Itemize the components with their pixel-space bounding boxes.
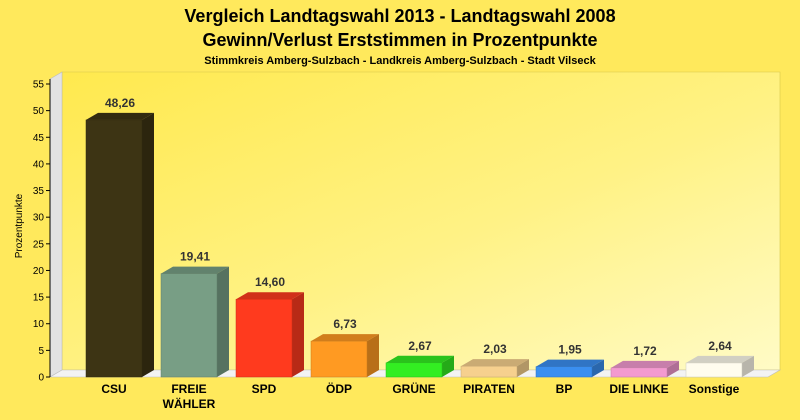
bar [685,355,754,378]
x-tick-label: CSU [101,382,126,396]
y-tick-label: 50 [33,106,45,117]
bar-front [160,273,218,378]
bar-front [235,298,293,378]
bar-side [217,266,229,377]
x-tick-label: DIE LINKE [609,382,668,396]
bar-side [142,112,154,377]
bar [310,334,379,378]
bar-front [610,367,668,378]
x-tick-label: SPD [252,382,277,396]
x-tick-label: PIRATEN [463,382,515,396]
bar-side [442,355,454,377]
x-tick-label: ÖDP [326,381,352,396]
data-label: 2,67 [408,339,432,353]
bar-top [611,360,679,368]
data-label: 6,73 [333,317,357,331]
y-tick-label: 45 [33,133,45,144]
bar-side [667,360,679,377]
data-label: 14,60 [255,275,285,289]
y-tick-label: 15 [33,293,45,304]
bar-front [685,362,743,378]
data-label: 48,26 [105,96,135,110]
bar [460,359,529,378]
bar-top [536,359,604,367]
y-tick-label: 25 [33,239,45,250]
y-tick-label: 55 [33,80,45,91]
bar-top [461,359,529,367]
bar [85,112,154,378]
bar [385,355,454,378]
y-tick-label: 10 [33,319,45,330]
chart-subtitle: Stimmkreis Amberg-Sulzbach - Landkreis A… [204,55,596,67]
bar-front [460,365,518,378]
x-tick-label: Sonstige [689,382,740,396]
y-tick-label: 20 [33,266,45,277]
data-label: 1,95 [558,343,582,357]
bar-front [385,362,443,378]
bar-top [86,112,154,120]
x-tick-label: BP [556,382,573,396]
bar [535,359,604,378]
bar-side [367,334,379,377]
x-tick-label: WÄHLER [163,396,216,411]
y-tick-label: 35 [33,186,45,197]
bar [610,360,679,378]
data-label: 2,03 [483,342,507,356]
y-tick-label: 30 [33,213,45,224]
bar-front [310,340,368,378]
chart-title: Vergleich Landtagswahl 2013 - Landtagswa… [184,6,615,26]
bar-top [311,334,379,342]
bar-top [236,292,304,300]
bar-side [742,355,754,377]
data-label: 19,41 [180,250,210,264]
bar-front [85,119,143,378]
plot-side-wall [49,71,63,378]
y-tick-label: 0 [38,373,44,384]
bar-top [686,355,754,363]
bar-side [517,359,529,377]
x-tick-label: FREIE [171,382,206,396]
bar-side [592,359,604,377]
data-label: 2,64 [708,339,732,353]
y-tick-label: 5 [38,346,44,357]
bar-top [161,266,229,274]
data-label: 1,72 [633,344,657,358]
y-tick-label: 40 [33,159,45,170]
x-tick-label: GRÜNE [392,381,435,396]
bar [235,292,304,378]
y-axis-label: Prozentpunkte [14,193,25,258]
bar-side [292,292,304,377]
bar-top [386,355,454,363]
chart-title-line2: Gewinn/Verlust Erststimmen in Prozentpun… [202,30,597,50]
bar [160,266,229,378]
bar-front [535,366,593,378]
